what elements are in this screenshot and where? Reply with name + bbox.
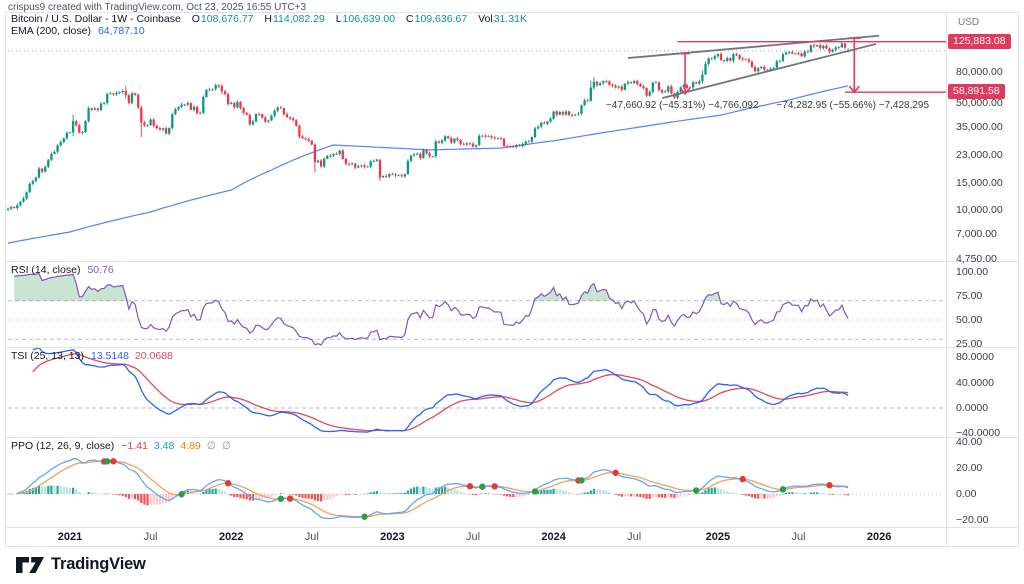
ema-line bbox=[7, 85, 849, 244]
ema-label: EMA (200, close) bbox=[11, 25, 91, 37]
time-axis-label: 2023 bbox=[380, 531, 405, 543]
rsi-axis-label: 75.00 bbox=[956, 290, 983, 302]
tsi-signal-value: 20.0688 bbox=[134, 350, 173, 362]
ppo-main-value: 3.48 bbox=[153, 440, 175, 452]
ppo-signal-line bbox=[17, 460, 849, 518]
rsi-overbought-fill bbox=[14, 273, 849, 301]
ppo-axis-label: 20.00 bbox=[956, 462, 983, 475]
symbol-title: Bitcoin / U.S. Dollar - 1W - Coinbase bbox=[11, 13, 181, 25]
price-axis-label: 7,000.00 bbox=[956, 227, 997, 240]
time-axis-label: 2024 bbox=[541, 531, 566, 543]
rsi-label: RSI (14, close) bbox=[11, 264, 81, 276]
rsi-axis-label: 50.00 bbox=[956, 314, 983, 326]
open-label: O bbox=[191, 13, 200, 25]
ppo-legend[interactable]: PPO (12, 26, 9, close) −1.41 3.48 4.89 ∅ ∅ bbox=[11, 440, 231, 452]
ppo-label: PPO (12, 26, 9, close) bbox=[11, 440, 115, 452]
symbol-legend[interactable]: Bitcoin / U.S. Dollar - 1W - Coinbase O1… bbox=[11, 13, 527, 25]
volume-value: 31.31K bbox=[493, 13, 527, 25]
time-axis-label: Jul bbox=[143, 531, 158, 543]
tradingview-logo-icon bbox=[16, 556, 44, 573]
price-axis-label: 80,000.00 bbox=[956, 65, 1003, 78]
volume-label: Vol bbox=[478, 13, 493, 25]
time-axis-label: Jul bbox=[627, 531, 642, 543]
measure-annotation: −74,282.95 (−55.66%) −7,428,295 bbox=[776, 100, 930, 111]
tsi-axis-label: 0.0000 bbox=[956, 402, 989, 414]
price-axis-label: 23,000.00 bbox=[956, 148, 1003, 161]
trendline bbox=[627, 34, 880, 59]
price-alert-badge: 58,891.58 bbox=[948, 84, 1005, 100]
open-value: 108,676.77 bbox=[200, 13, 254, 25]
tsi-line bbox=[32, 348, 849, 433]
candlesticks bbox=[6, 41, 850, 212]
ppo-axis-label: 0.00 bbox=[956, 488, 977, 500]
ppo-axis-label: 40.00 bbox=[956, 436, 983, 449]
time-axis-label: Jul bbox=[304, 531, 319, 543]
tsi-axis-label: 80.0000 bbox=[956, 351, 994, 364]
tsi-axis-label: −40.0000 bbox=[956, 427, 1001, 440]
price-axis-label: 15,000.00 bbox=[956, 177, 1003, 190]
ema-value: 64,787.10 bbox=[97, 25, 145, 37]
ppo-cross-markers bbox=[100, 458, 833, 520]
rsi-axis-label: 25.00 bbox=[956, 338, 983, 350]
high-value: 114,082.29 bbox=[272, 13, 325, 25]
rsi-line bbox=[14, 273, 849, 346]
time-axis-label: Jul bbox=[791, 531, 806, 543]
price-axis-label: 10,000.00 bbox=[956, 204, 1003, 216]
time-axis-label: 2025 bbox=[705, 531, 731, 543]
price-axis-label: 35,000.00 bbox=[956, 120, 1003, 133]
tradingview-logo-text: TradingView bbox=[51, 555, 146, 573]
ppo-empty-value-1: ∅ bbox=[206, 440, 216, 452]
tsi-legend[interactable]: TSI (25, 13, 13) 13.5148 20.0688 bbox=[11, 350, 173, 362]
time-axis-label: 2022 bbox=[218, 531, 244, 543]
rsi-value: 50.76 bbox=[87, 264, 114, 276]
ppo-line bbox=[17, 458, 849, 520]
attribution-text: crispus9 created with TradingView.com, O… bbox=[8, 2, 307, 13]
chart-frame bbox=[5, 12, 1019, 547]
ppo-hist-value: −1.41 bbox=[121, 440, 148, 452]
ppo-empty-value-2: ∅ bbox=[221, 440, 232, 452]
time-axis-label: Jul bbox=[465, 531, 481, 543]
low-value: 106,639.00 bbox=[342, 13, 396, 25]
high-label: H bbox=[264, 13, 272, 25]
measure-annotation: −47,660.92 (−45.31%) −4,766,092 bbox=[605, 100, 759, 111]
ppo-signal-value: 4.89 bbox=[180, 440, 201, 452]
trendline bbox=[661, 43, 877, 99]
low-label: L bbox=[335, 13, 342, 25]
tsi-signal-line bbox=[32, 353, 849, 432]
ppo-axis-label: −20.00 bbox=[956, 513, 989, 526]
tsi-label: TSI (25, 13, 13) bbox=[11, 350, 84, 362]
close-label: C bbox=[406, 13, 414, 25]
price-axis-label: 4,750.00 bbox=[956, 253, 997, 266]
ppo-histogram bbox=[6, 485, 850, 506]
tradingview-logo[interactable]: TradingView bbox=[16, 555, 146, 574]
tsi-main-value: 13.5148 bbox=[90, 350, 129, 362]
rsi-legend[interactable]: RSI (14, close) 50.76 bbox=[11, 264, 114, 276]
price-axis-label: 50,000.00 bbox=[956, 97, 1003, 110]
time-axis-label: 2026 bbox=[866, 531, 892, 543]
rsi-axis-label: 100.00 bbox=[956, 266, 989, 278]
time-axis-label: 2021 bbox=[57, 531, 83, 543]
ema-legend[interactable]: EMA (200, close) 64,787.10 bbox=[11, 25, 145, 37]
currency-label: USD bbox=[958, 17, 980, 28]
price-alert-badge: 125,883.08 bbox=[948, 33, 1011, 49]
tsi-axis-label: 40.0000 bbox=[956, 376, 994, 389]
close-value: 109,636.67 bbox=[414, 13, 468, 25]
